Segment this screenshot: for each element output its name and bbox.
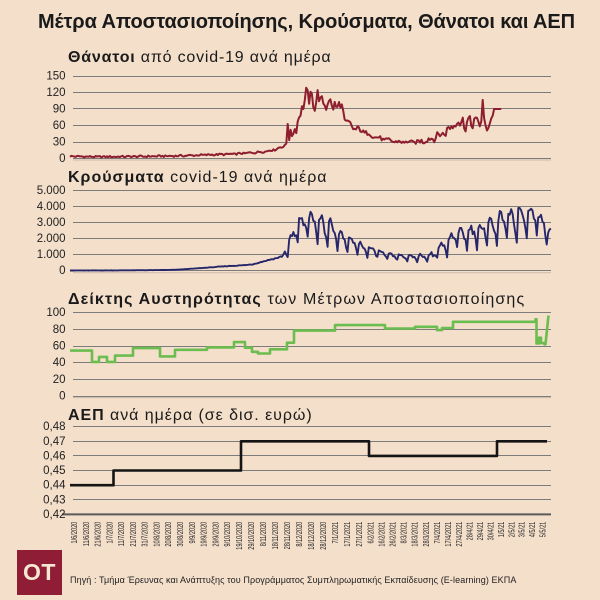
svg-text:120: 120 [46, 87, 65, 99]
svg-text:29/4/21: 29/4/21 [475, 522, 486, 541]
svg-text:90: 90 [53, 104, 66, 116]
svg-text:8/11/2020: 8/11/2020 [258, 522, 269, 547]
svg-text:3.000: 3.000 [37, 217, 66, 229]
svg-text:150: 150 [46, 71, 65, 83]
svg-text:7/4/2021: 7/4/2021 [432, 522, 443, 544]
svg-text:0: 0 [59, 391, 65, 403]
svg-text:0: 0 [59, 265, 65, 277]
svg-text:60: 60 [53, 120, 66, 132]
svg-text:11/6/2020: 11/6/2020 [81, 522, 92, 547]
svg-text:19/10/2020: 19/10/2020 [234, 522, 245, 550]
svg-text:28/11/2020: 28/11/2020 [282, 522, 293, 550]
svg-text:19/9/2020: 19/9/2020 [198, 522, 209, 547]
svg-text:11/7/2020: 11/7/2020 [116, 522, 127, 547]
svg-text:21/6/2020: 21/6/2020 [92, 522, 103, 547]
svg-text:28/3/2021: 28/3/2021 [421, 522, 432, 547]
svg-text:0,43: 0,43 [43, 494, 65, 506]
svg-text:17/1/2021: 17/1/2021 [342, 522, 353, 547]
svg-text:29/10/2020: 29/10/2020 [246, 522, 257, 550]
svg-text:17/4/2021: 17/4/2021 [443, 522, 454, 547]
svg-text:9/10/2020: 9/10/2020 [222, 522, 233, 547]
svg-text:0,42: 0,42 [43, 509, 65, 521]
svg-text:0,46: 0,46 [43, 450, 65, 462]
svg-text:28/4/21: 28/4/21 [464, 522, 475, 541]
svg-text:2.000: 2.000 [37, 233, 66, 245]
svg-text:4.000: 4.000 [37, 201, 66, 213]
svg-text:26/2/2021: 26/2/2021 [387, 522, 398, 547]
svg-text:30: 30 [53, 137, 66, 149]
svg-text:30/4/21: 30/4/21 [485, 522, 496, 541]
svg-text:40: 40 [53, 357, 66, 369]
svg-text:8/12/2020: 8/12/2020 [294, 522, 305, 547]
svg-text:16/2/2021: 16/2/2021 [376, 522, 387, 547]
svg-text:27/1/2021: 27/1/2021 [354, 522, 365, 547]
svg-text:21/7/2020: 21/7/2020 [128, 522, 139, 547]
svg-text:18/3/2021: 18/3/2021 [409, 522, 420, 547]
svg-text:20: 20 [53, 374, 66, 386]
svg-text:60: 60 [53, 341, 66, 353]
svg-text:6/2/2021: 6/2/2021 [365, 522, 376, 544]
svg-text:5.000: 5.000 [37, 185, 66, 197]
svg-text:18/11/2020: 18/11/2020 [270, 522, 281, 550]
svg-text:0: 0 [59, 153, 65, 165]
svg-text:0,48: 0,48 [43, 421, 65, 433]
svg-text:80: 80 [53, 324, 66, 336]
svg-text:0,45: 0,45 [43, 465, 65, 477]
svg-text:100: 100 [46, 307, 65, 319]
svg-text:4/5/21: 4/5/21 [527, 522, 538, 538]
svg-text:31/7/2020: 31/7/2020 [139, 522, 150, 547]
svg-text:2/5/21: 2/5/21 [506, 522, 517, 538]
svg-text:5/5/21: 5/5/21 [537, 522, 548, 538]
svg-text:20/8/2020: 20/8/2020 [163, 522, 174, 547]
svg-text:7/1/2021: 7/1/2021 [330, 522, 341, 544]
svg-text:18/12/2020: 18/12/2020 [306, 522, 317, 550]
svg-text:29/9/2020: 29/9/2020 [210, 522, 221, 547]
svg-text:3/5/21: 3/5/21 [516, 522, 527, 538]
svg-text:28/12/2020: 28/12/2020 [318, 522, 329, 550]
svg-text:8/3/2021: 8/3/2021 [398, 522, 409, 544]
svg-text:9/9/2020: 9/9/2020 [187, 522, 198, 544]
svg-text:1/7/2020: 1/7/2020 [104, 522, 115, 544]
svg-text:1/5/21: 1/5/21 [496, 522, 507, 538]
svg-text:27/4/2021: 27/4/2021 [454, 522, 465, 547]
svg-text:0,47: 0,47 [43, 436, 65, 448]
svg-text:1/6/2020: 1/6/2020 [69, 522, 80, 544]
svg-text:30/8/2020: 30/8/2020 [175, 522, 186, 547]
svg-text:1.000: 1.000 [37, 249, 66, 261]
svg-text:0,44: 0,44 [43, 480, 66, 492]
svg-text:10/8/2020: 10/8/2020 [151, 522, 162, 547]
